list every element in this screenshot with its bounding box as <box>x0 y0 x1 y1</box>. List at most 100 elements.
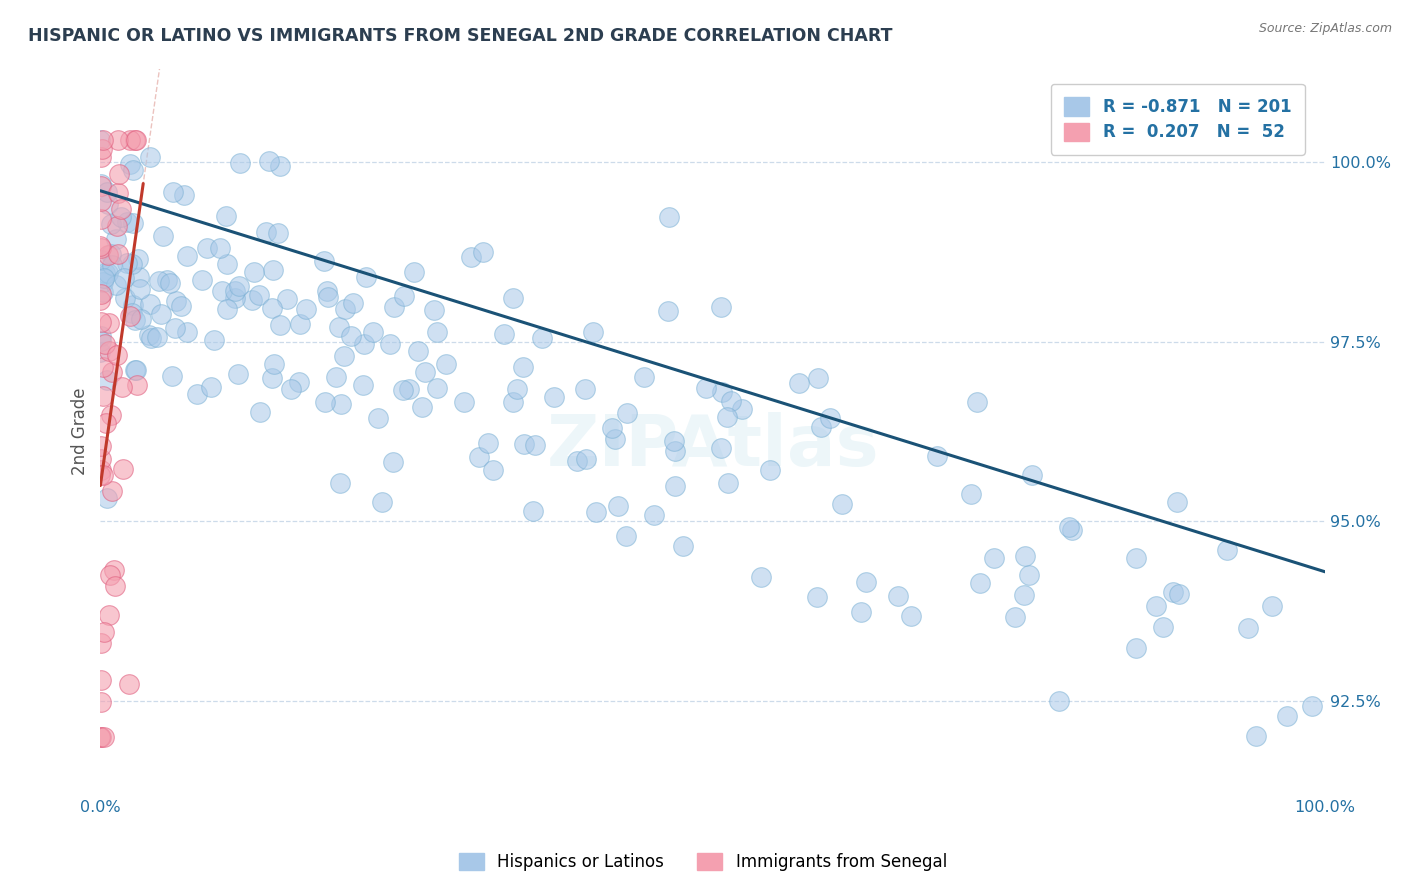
Point <box>254 225 277 239</box>
Point <box>276 292 298 306</box>
Point <box>522 504 544 518</box>
Point <box>460 251 482 265</box>
Point <box>657 304 679 318</box>
Point <box>91 467 114 482</box>
Point <box>224 284 246 298</box>
Point <box>100 365 122 379</box>
Point <box>103 564 125 578</box>
Point <box>1237 621 1260 635</box>
Point <box>340 328 363 343</box>
Point <box>605 432 627 446</box>
Point <box>100 217 122 231</box>
Point <box>90 179 112 194</box>
Point <box>616 406 638 420</box>
Point <box>94 266 117 280</box>
Point <box>165 293 187 308</box>
Point <box>927 449 949 463</box>
Point <box>353 336 375 351</box>
Point <box>90 695 112 709</box>
Point <box>162 186 184 200</box>
Point <box>89 293 111 307</box>
Point <box>662 434 685 448</box>
Point <box>89 239 111 253</box>
Point <box>426 381 449 395</box>
Point <box>121 215 143 229</box>
Point <box>156 272 179 286</box>
Point <box>543 391 565 405</box>
Point <box>849 605 872 619</box>
Point <box>224 291 246 305</box>
Point <box>361 325 384 339</box>
Point <box>280 382 302 396</box>
Point <box>122 298 145 312</box>
Point <box>96 491 118 505</box>
Point <box>315 284 337 298</box>
Point <box>325 369 347 384</box>
Point <box>1275 709 1298 723</box>
Point <box>125 133 148 147</box>
Point <box>658 210 681 224</box>
Point <box>1047 694 1070 708</box>
Point <box>575 451 598 466</box>
Point <box>115 215 138 229</box>
Point <box>128 270 150 285</box>
Point <box>759 462 782 476</box>
Point <box>89 345 111 359</box>
Point <box>121 162 143 177</box>
Point <box>124 313 146 327</box>
Point <box>900 608 922 623</box>
Point <box>269 318 291 332</box>
Point <box>263 357 285 371</box>
Text: Source: ZipAtlas.com: Source: ZipAtlas.com <box>1258 22 1392 36</box>
Point <box>288 375 311 389</box>
Point <box>117 676 139 690</box>
Point <box>502 395 524 409</box>
Point <box>90 194 112 208</box>
Point <box>710 441 733 455</box>
Point <box>90 673 112 687</box>
Point <box>960 487 983 501</box>
Point <box>97 344 120 359</box>
Point <box>411 400 433 414</box>
Point <box>695 381 717 395</box>
Point <box>107 186 129 201</box>
Y-axis label: 2nd Grade: 2nd Grade <box>72 388 89 475</box>
Point <box>1057 520 1080 534</box>
Point <box>247 287 270 301</box>
Point <box>121 257 143 271</box>
Point <box>186 387 208 401</box>
Point <box>93 730 115 744</box>
Point <box>93 625 115 640</box>
Point <box>1260 599 1282 613</box>
Point <box>105 348 128 362</box>
Point <box>820 411 842 425</box>
Point <box>787 376 810 391</box>
Point <box>404 264 426 278</box>
Point <box>125 377 148 392</box>
Point <box>966 395 988 409</box>
Point <box>335 301 357 316</box>
Point <box>114 291 136 305</box>
Point <box>90 150 112 164</box>
Point <box>98 608 121 623</box>
Point <box>295 301 318 316</box>
Point <box>226 367 249 381</box>
Point <box>90 730 112 744</box>
Point <box>384 301 406 315</box>
Point <box>90 329 112 343</box>
Point <box>90 463 112 477</box>
Point <box>716 410 738 425</box>
Point <box>716 476 738 491</box>
Point <box>530 331 553 345</box>
Point <box>240 293 263 307</box>
Point <box>165 321 187 335</box>
Point <box>1125 551 1147 566</box>
Point <box>195 242 218 256</box>
Point <box>97 266 120 280</box>
Point <box>398 382 420 396</box>
Point <box>150 307 173 321</box>
Point <box>482 463 505 477</box>
Point <box>512 360 534 375</box>
Point <box>314 395 336 409</box>
Point <box>229 156 252 170</box>
